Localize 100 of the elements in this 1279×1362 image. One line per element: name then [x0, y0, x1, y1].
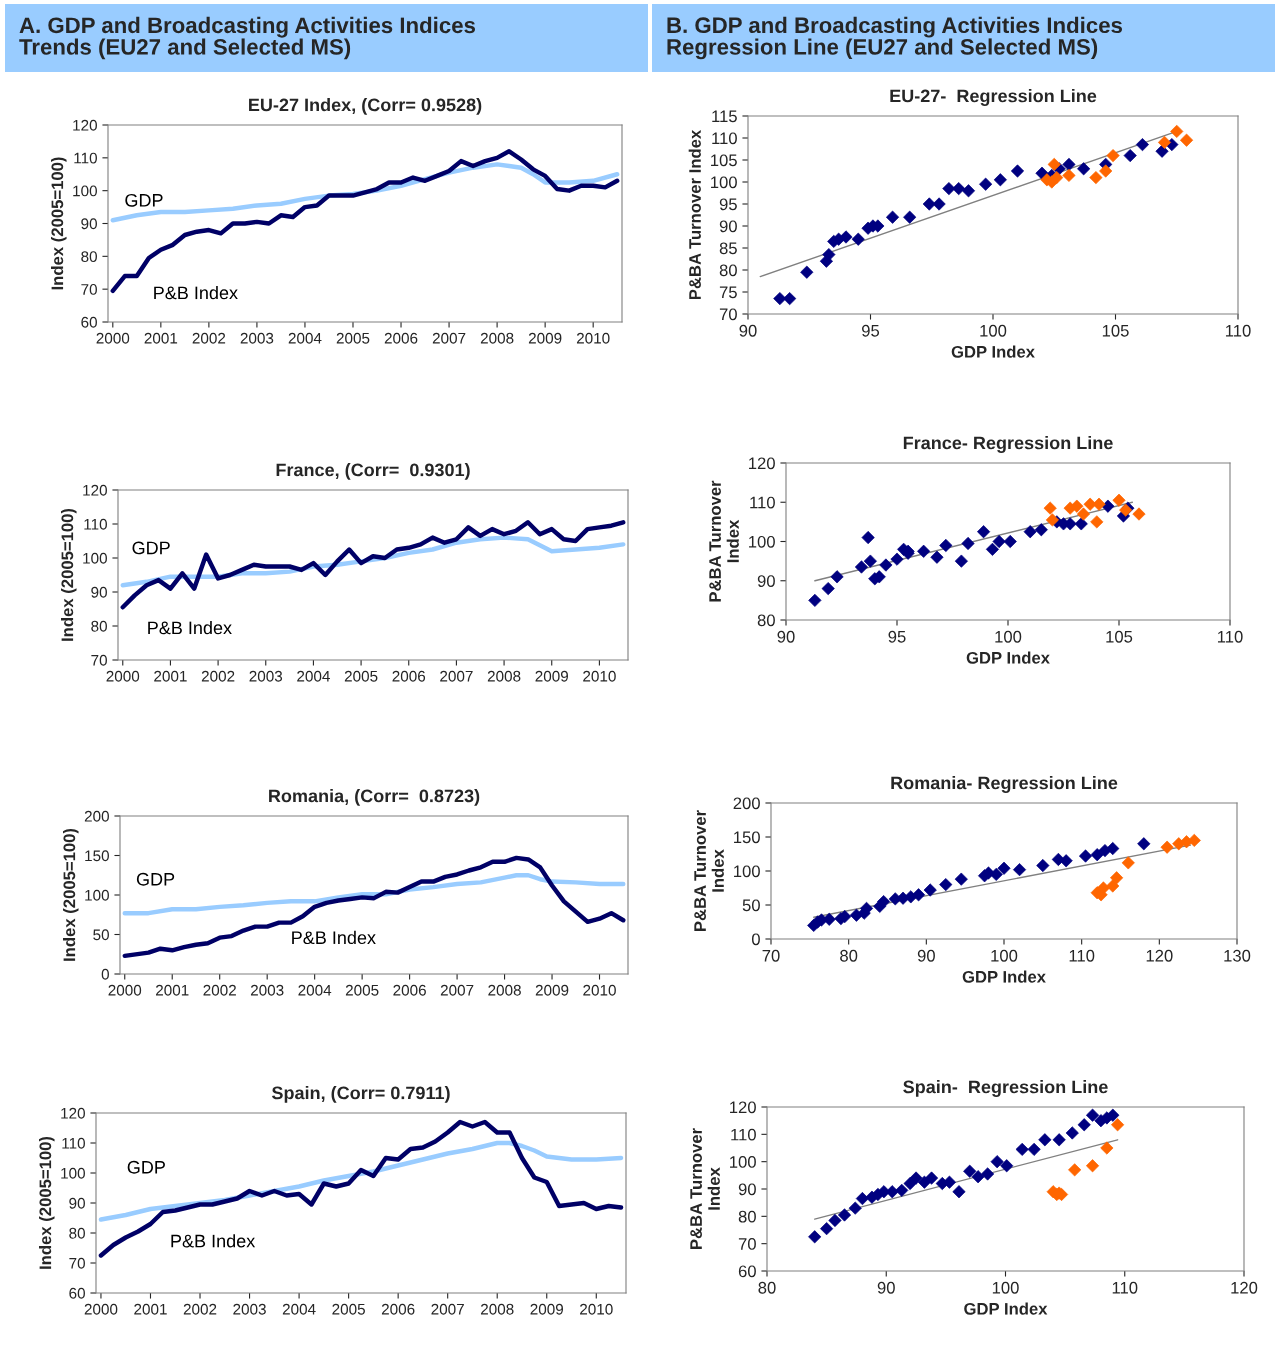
y-tick-label: 100 — [83, 552, 107, 564]
x-tick-label: 2004 — [297, 670, 330, 682]
y-axis-title: Index (2005=100) — [61, 508, 77, 641]
y-axis-title: P&BA Turnover Index — [694, 810, 724, 931]
x-tick-label: 2003 — [240, 332, 274, 344]
x-tick-label: 110 — [1217, 630, 1243, 643]
x-tick-label: 2003 — [250, 984, 284, 996]
x-tick-label: 2001 — [156, 984, 189, 996]
y-tick-label: 80 — [757, 614, 775, 627]
chart-title: France, (Corr= 0.9301) — [276, 463, 470, 480]
y-tick-label: 100 — [730, 1156, 756, 1168]
y-tick-label: 100 — [749, 535, 775, 548]
y-tick-label: 120 — [61, 1107, 85, 1119]
y-tick-label: 100 — [61, 1167, 85, 1179]
x-tick-label: 2001 — [154, 670, 187, 682]
x-tick-label: 2006 — [384, 332, 418, 344]
point — [877, 895, 891, 909]
y-tick-label: 100 — [734, 865, 760, 878]
y-tick-label: 110 — [712, 132, 737, 145]
series-label: GDP — [136, 872, 175, 886]
chart-title: Romania, (Corr= 0.8723) — [269, 789, 480, 806]
x-tick-label: 2003 — [249, 670, 283, 682]
point — [890, 552, 904, 566]
y-tick-label: 105 — [711, 154, 737, 167]
x-tick-label: 2000 — [108, 984, 142, 996]
text: B. GDP and Broadcasting Activities Indices Regression Line (EU27 and Selected MS) — [667, 16, 1122, 60]
series-label: P&B Index — [154, 286, 238, 300]
y-tick-label: 70 — [69, 1257, 85, 1269]
y-tick-label: 0 — [751, 933, 760, 946]
line-series — [122, 855, 626, 959]
y-tick-label: 80 — [738, 1210, 756, 1223]
x-tick-label: 2000 — [96, 332, 130, 344]
y-tick-label: 200 — [84, 810, 109, 822]
y-axis-title: P&BA Turnover Index — [688, 129, 701, 300]
x-tick-label: 2008 — [487, 670, 521, 682]
x-tick-label: 95 — [888, 630, 906, 643]
y-tick-label: 90 — [81, 218, 97, 230]
y-tick-label: 150 — [85, 850, 109, 862]
x-tick-label: 2004 — [288, 332, 322, 344]
y-tick-label: 80 — [69, 1227, 85, 1239]
y-axis-title: Index (2005=100) — [39, 1136, 55, 1269]
x-tick-label: 2005 — [332, 1303, 365, 1315]
x-tick-label: 105 — [1102, 324, 1129, 337]
y-tick-label: 100 — [73, 185, 97, 197]
x-tick-label: 2008 — [488, 984, 521, 996]
x-tick-label: 120 — [1231, 1281, 1258, 1294]
series-label: P&B Index — [171, 1234, 256, 1248]
y-tick-label: 90 — [69, 1197, 85, 1209]
y-tick-label: 120 — [73, 119, 97, 131]
x-tick-label: 2005 — [345, 984, 379, 996]
y-tick-label: 70 — [81, 284, 97, 295]
y-axis-title: Index (2005=100) — [51, 157, 67, 290]
x-tick-label: 80 — [840, 949, 858, 962]
x-tick-label: 110 — [1112, 1281, 1138, 1294]
x-tick-label: 95 — [862, 324, 880, 337]
y-tick-label: 115 — [712, 110, 737, 123]
x-tick-label: 2004 — [298, 984, 332, 996]
y-tick-label: 90 — [738, 1183, 756, 1196]
line-series — [120, 520, 626, 610]
x-tick-label: 90 — [917, 949, 935, 962]
y-tick-label: 50 — [742, 899, 760, 912]
x-tick-label: 2007 — [432, 332, 466, 344]
x-tick-label: 130 — [1224, 949, 1251, 962]
x-tick-label: 2002 — [192, 332, 226, 344]
series-label: GDP — [127, 1160, 165, 1174]
series-label: GDP — [132, 541, 170, 555]
x-tick-label: 2009 — [528, 332, 562, 344]
y-tick-label: 75 — [719, 286, 737, 299]
point — [1135, 138, 1150, 152]
chart-title: Spain, (Corr= 0.7911) — [271, 1086, 450, 1103]
x-tick-label: 2009 — [530, 1303, 564, 1315]
x-tick-label: 110 — [1069, 949, 1095, 962]
y-tick-label: 70 — [738, 1238, 756, 1250]
chart-title: EU-27 Index, (Corr= 0.9528) — [249, 98, 482, 115]
y-tick-label: 90 — [91, 586, 107, 598]
x-tick-label: 2005 — [344, 670, 378, 682]
x-tick-label: 2001 — [144, 332, 178, 344]
y-tick-label: 80 — [91, 620, 107, 632]
x-axis-title: GDP Index — [962, 970, 1046, 983]
x-tick-label: 100 — [980, 324, 1007, 337]
line-series — [122, 873, 626, 916]
x-tick-label: 2004 — [282, 1303, 316, 1315]
x-tick-label: 2002 — [201, 670, 235, 682]
y-tick-label: 50 — [93, 929, 109, 941]
y-tick-label: 110 — [731, 1128, 756, 1141]
y-tick-label: 80 — [81, 251, 97, 263]
line-series — [98, 1119, 624, 1258]
x-axis-title: GDP Index — [964, 1302, 1048, 1315]
y-tick-label: 60 — [738, 1265, 756, 1278]
chart-title: France- Regression Line — [903, 436, 1113, 453]
y-tick-label: 110 — [74, 152, 97, 164]
x-tick-label: 2008 — [480, 332, 514, 344]
y-tick-label: 120 — [730, 1101, 756, 1114]
y-tick-label: 60 — [69, 1287, 85, 1299]
x-tick-label: 2006 — [393, 984, 426, 996]
x-tick-label: 2009 — [535, 670, 569, 682]
x-tick-label: 2006 — [381, 1303, 415, 1315]
x-tick-label: 2008 — [480, 1303, 514, 1315]
y-tick-label: 110 — [750, 496, 775, 509]
x-tick-label: 2009 — [535, 984, 569, 996]
